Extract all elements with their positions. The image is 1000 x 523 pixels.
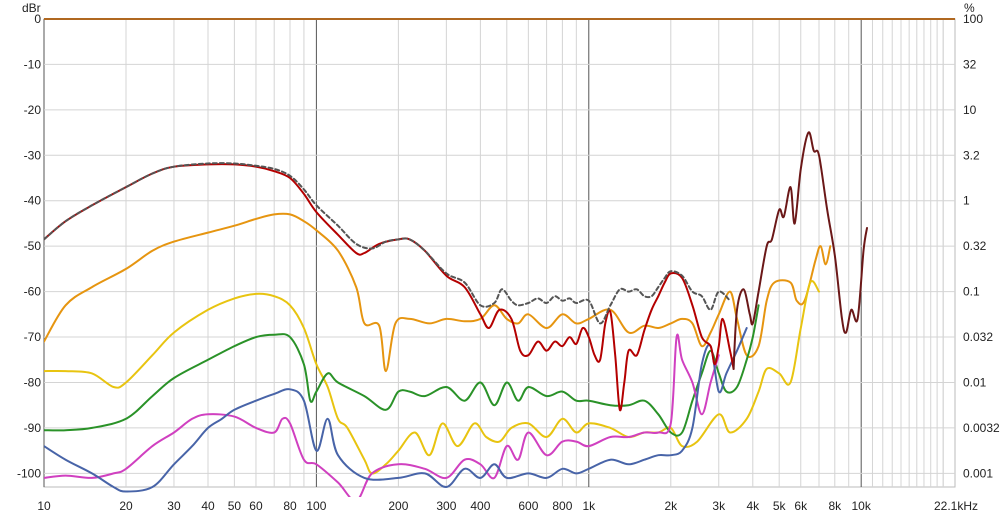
- y-tick-label-left: -80: [24, 375, 42, 389]
- y-tick-label-left: -10: [24, 57, 42, 71]
- x-tick-label: 3k: [712, 499, 726, 513]
- series-line: [44, 162, 731, 325]
- x-tick-label: 10: [37, 499, 51, 513]
- y-tick-label-right: 0.01: [963, 375, 987, 389]
- x-tick-label: 2k: [664, 499, 678, 513]
- series-line: [44, 163, 735, 412]
- series-line: [44, 212, 832, 373]
- y-axis-label-left: dBr: [22, 1, 41, 15]
- y-tick-label-left: -20: [24, 103, 42, 117]
- x-tick-label: 300: [436, 499, 456, 513]
- y-tick-label-right: 0.1: [963, 285, 980, 299]
- x-tick-label: 5k: [773, 499, 787, 513]
- x-tick-label: 400: [470, 499, 490, 513]
- x-tick-label: 40: [201, 499, 215, 513]
- y-tick-label-right: 3.2: [963, 148, 980, 162]
- y-tick-label-left: -90: [24, 421, 42, 435]
- x-tick-label: 10k: [852, 499, 872, 513]
- y-tick-label-left: -100: [17, 466, 41, 480]
- x-tick-label: 80: [283, 499, 297, 513]
- y-tick-label-left: 0: [34, 12, 41, 26]
- series-line: [44, 327, 748, 493]
- y-tick-label-left: -60: [24, 285, 42, 299]
- series-line: [44, 333, 720, 497]
- series-line: [732, 131, 868, 370]
- x-tick-label: 30: [167, 499, 181, 513]
- y-tick-label-right: 1: [963, 194, 970, 208]
- y-tick-label-right: 0.32: [963, 239, 987, 253]
- y-tick-label-right: 0.0032: [963, 421, 1000, 435]
- x-tick-label: 1k: [582, 499, 596, 513]
- y-tick-label-right: 32: [963, 57, 977, 71]
- y-tick-label-right: 0.001: [963, 466, 993, 480]
- x-tick-label: 800: [552, 499, 572, 513]
- x-tick-label: 50: [228, 499, 242, 513]
- series-line: [44, 304, 760, 437]
- x-tick-label: 4k: [746, 499, 760, 513]
- y-tick-label-right: 0.032: [963, 330, 993, 344]
- y-tick-label-left: -50: [24, 239, 42, 253]
- x-tick-label: 6k: [794, 499, 808, 513]
- y-tick-label-right: 100: [963, 12, 983, 26]
- series-layer: [44, 18, 955, 497]
- series-line: [44, 280, 820, 475]
- axis-layer: dBr % 0 100 -10 32 -20 10 -30 3.2 -40 1 -50 0.32 -60…: [17, 1, 1000, 513]
- x-tick-label: 600: [518, 499, 538, 513]
- x-tick-label: 20: [119, 499, 133, 513]
- x-tick-label: 200: [388, 499, 408, 513]
- y-tick-label-left: -40: [24, 194, 42, 208]
- x-tick-label: 60: [249, 499, 263, 513]
- y-tick-label-left: -30: [24, 148, 42, 162]
- y-axis-label-right: %: [964, 1, 975, 15]
- x-tick-label: 22.1kHz: [934, 499, 978, 513]
- y-tick-label-right: 10: [963, 103, 977, 117]
- x-tick-label: 100: [306, 499, 326, 513]
- x-tick-label: 8k: [828, 499, 842, 513]
- y-tick-label-left: -70: [24, 330, 42, 344]
